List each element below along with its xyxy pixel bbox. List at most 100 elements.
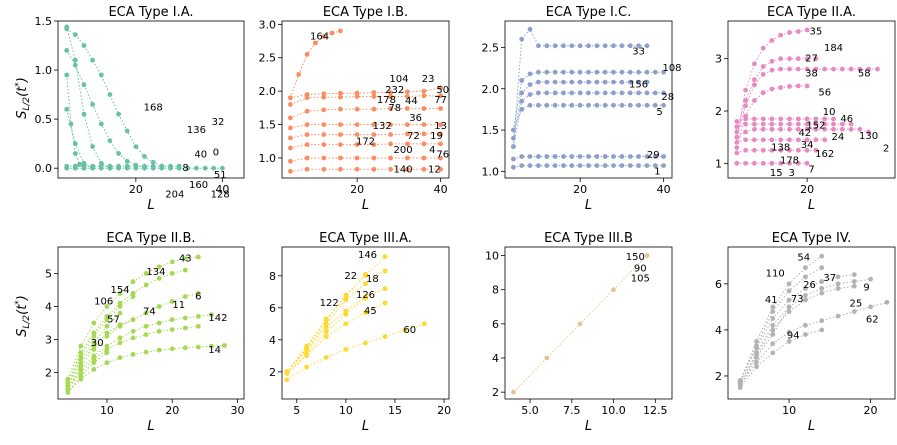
series-4 [64,72,87,171]
data-point [848,126,854,132]
data-point [182,256,188,261]
data-point [619,90,625,96]
data-point [652,163,658,169]
data-point [819,290,825,296]
data-point [536,102,541,108]
data-point [143,349,149,355]
data-point [527,71,533,77]
data-point [323,334,329,339]
data-point [839,126,845,132]
data-point [195,290,201,296]
data-point [866,66,871,72]
series-6 [734,121,854,130]
data-point [786,281,792,287]
data-point [382,334,388,339]
x-axis-label: L [362,419,369,434]
series-3 [64,48,147,170]
data-point [404,89,410,95]
data-point [652,69,658,75]
data-point [72,151,78,156]
data-point [787,126,792,132]
data-point [64,48,70,53]
axes-frame [57,20,245,179]
data-point [321,94,327,100]
data-point [804,160,810,166]
data-point [760,45,766,51]
data-point [594,69,600,75]
data-point [804,56,810,62]
y-tick-label: 2 [45,367,52,380]
x-tick-label: 10 [339,404,353,417]
data-point [527,102,533,108]
data-point [851,309,857,314]
x-axis-label: L [808,419,815,434]
data-point [354,94,360,99]
data-point [822,126,828,132]
data-point [569,102,575,108]
data-point [142,154,147,159]
data-point [594,79,600,85]
data-point [835,281,841,287]
data-point [754,355,759,360]
data-point [787,66,792,72]
data-point [363,340,368,346]
series-line [736,149,816,154]
series-3 [511,79,650,141]
data-point [760,137,766,143]
data-point [611,154,616,159]
data-point [104,317,110,323]
rule-label: 10 [823,107,836,118]
data-point [760,64,766,69]
series-8 [65,323,201,392]
panel-title: ECA Type III.A. [319,231,412,246]
data-point [795,121,801,127]
data-point [421,141,427,147]
series-3 [65,294,136,385]
y-tick-label: 2.0 [482,83,500,96]
series-9 [734,147,819,156]
data-point [142,163,147,169]
data-point [104,333,110,339]
data-point [156,347,162,353]
y-tick-label: 3 [715,53,722,66]
rule-label: 94 [787,331,800,342]
data-point [552,163,558,169]
data-point [627,69,633,75]
data-point [338,142,343,148]
rule-label: 51 [214,170,227,181]
data-point [787,116,792,122]
data-point [98,121,104,127]
data-point [787,30,792,35]
series-line [736,85,808,148]
y-tick-label: 10 [485,250,499,263]
rule-label: 44 [405,96,418,107]
data-point [143,332,149,337]
data-point [752,61,757,67]
series-6 [737,304,792,388]
data-point [388,155,393,161]
data-point [561,154,566,159]
x-tick-label: 10 [782,404,796,417]
data-point [72,141,78,147]
data-point [803,322,808,328]
data-point [752,121,757,127]
data-point [819,318,825,324]
series-3 [288,93,443,107]
rule-label: 178 [780,156,799,167]
series-line [290,143,441,149]
data-point [104,304,110,309]
data-point [577,163,583,169]
rule-label: 106 [94,297,113,308]
data-point [284,377,290,383]
data-point [382,300,388,306]
data-point [133,163,139,169]
data-point [804,116,810,122]
series-6 [288,131,443,141]
data-point [195,344,201,350]
data-point [288,125,293,131]
rule-label: 138 [771,143,790,154]
data-point [421,106,427,111]
data-point [760,90,766,96]
data-point [133,144,139,150]
